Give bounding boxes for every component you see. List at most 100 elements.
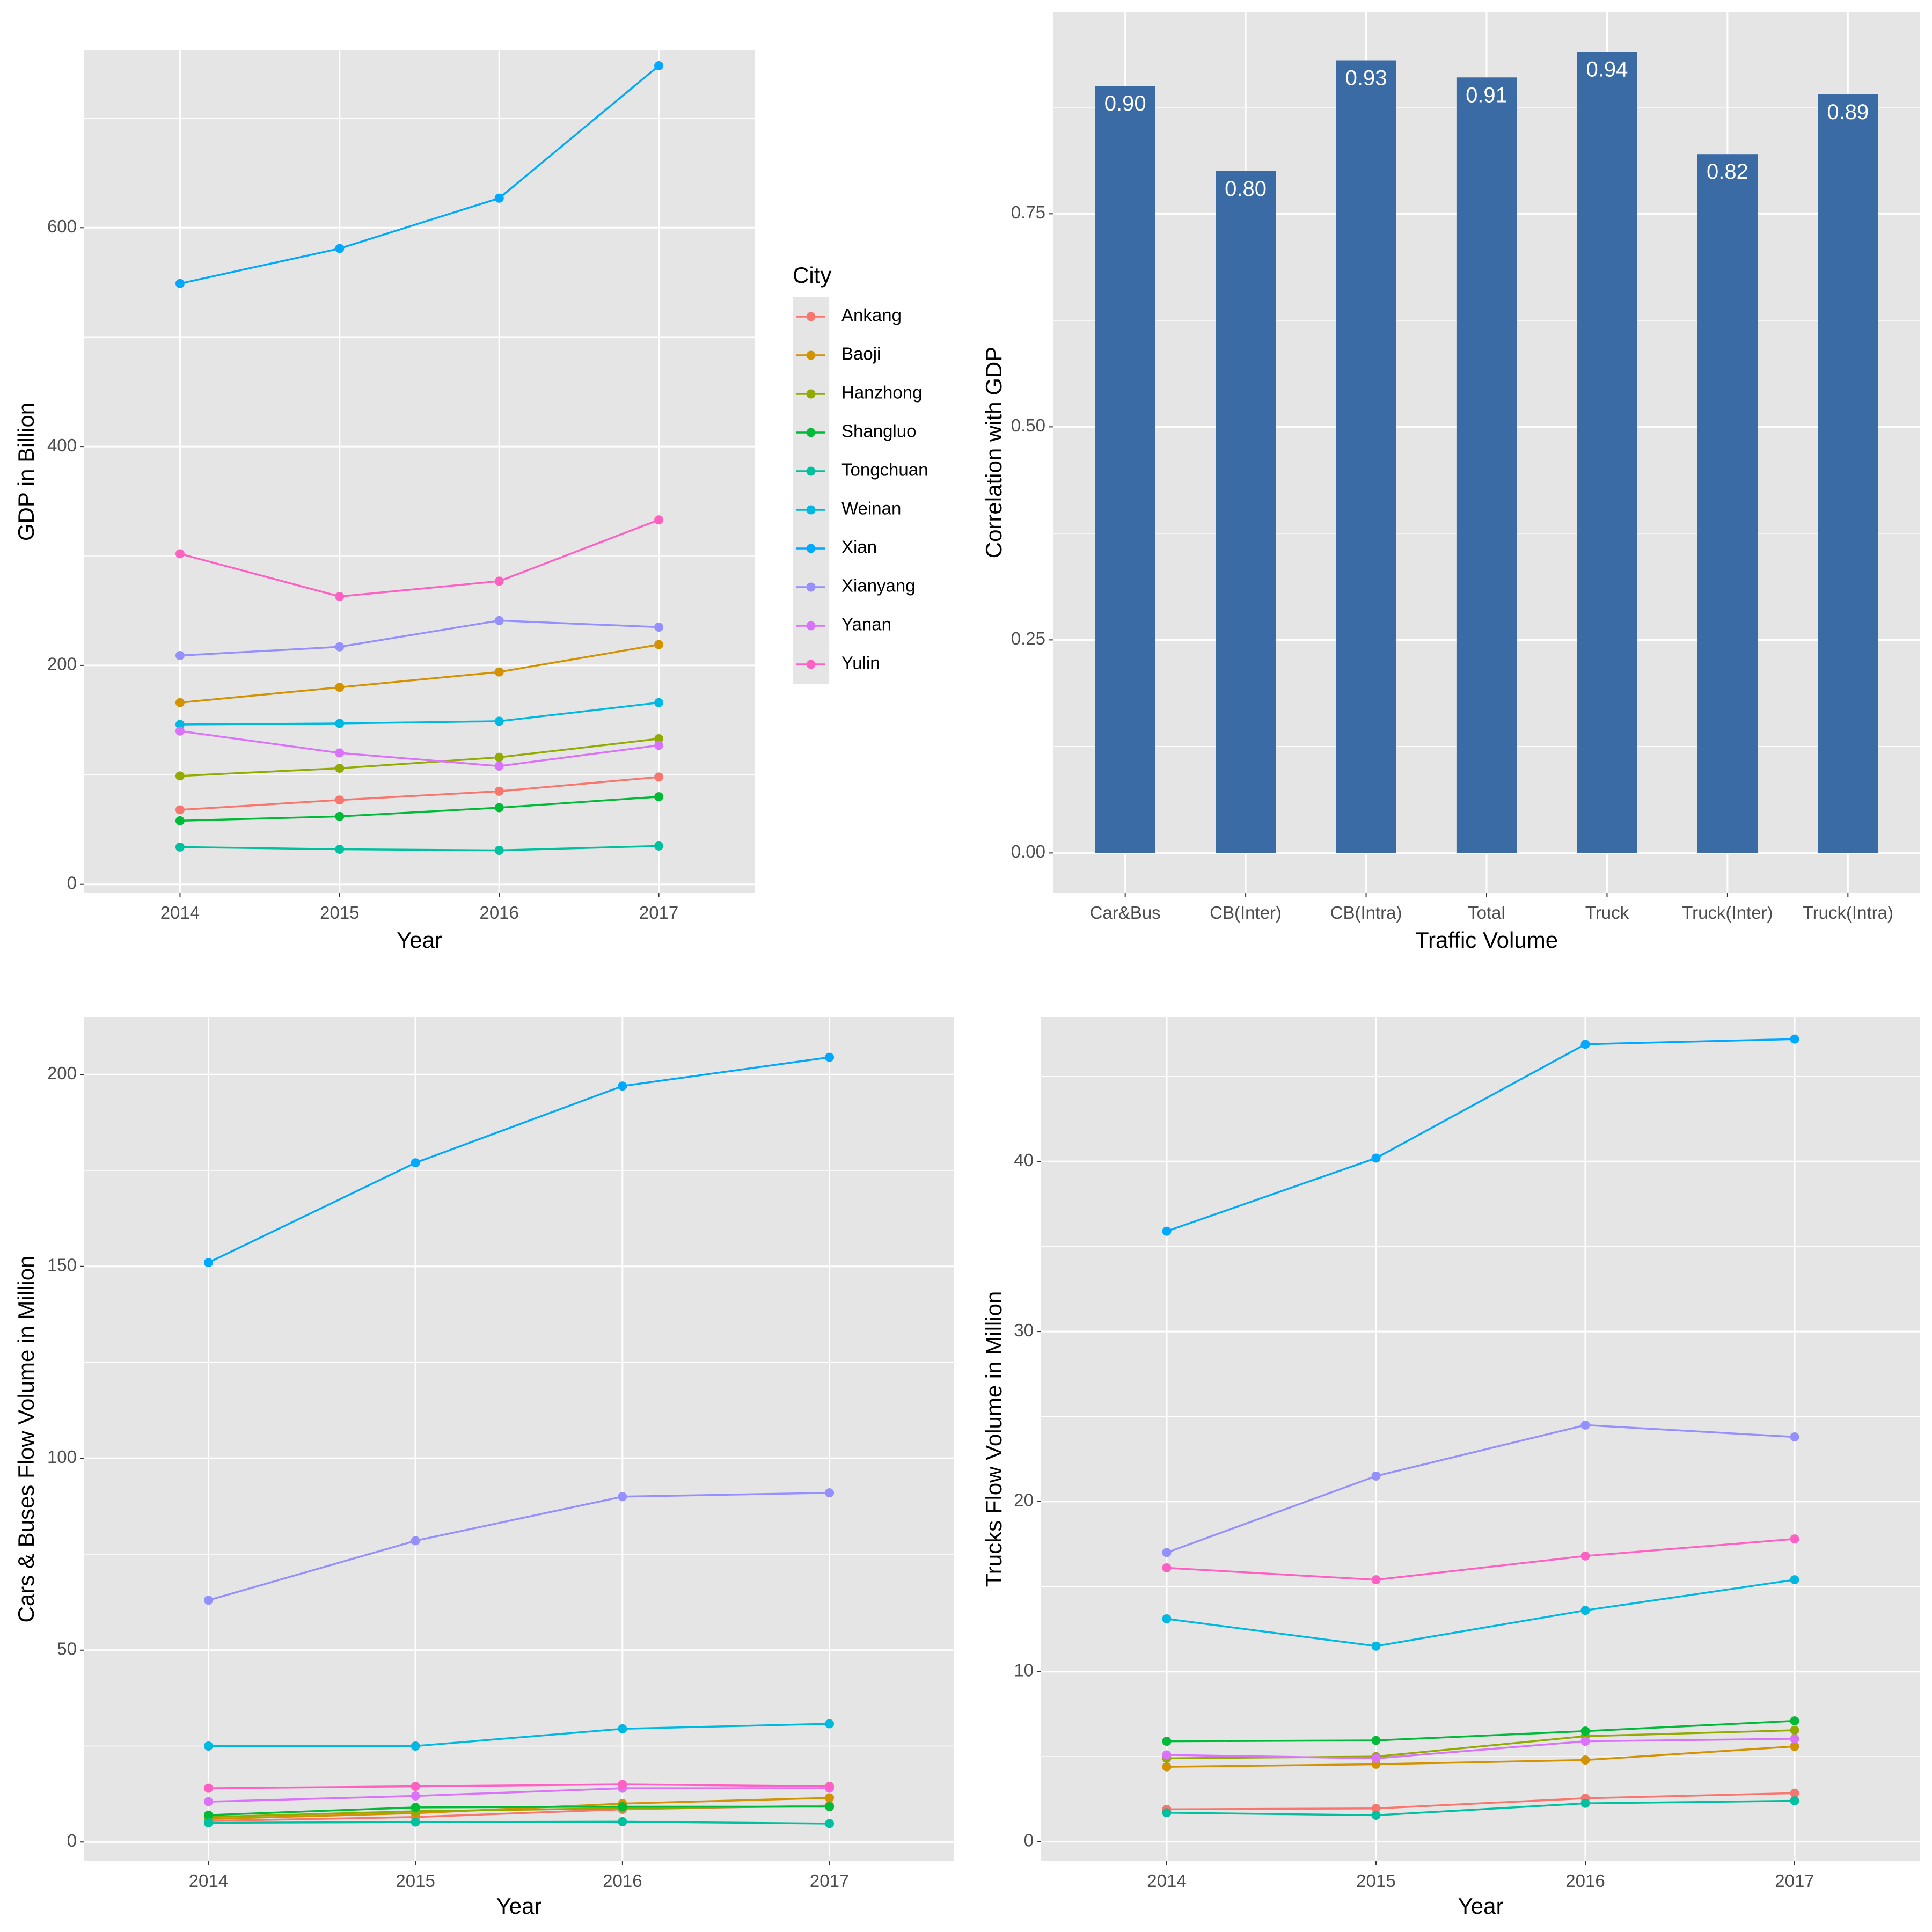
data-point-shangluo [335,811,345,821]
legend-item-xianyang: Xianyang [793,568,916,606]
data-point-ankang [1790,1788,1799,1798]
data-point-yanan [1790,1734,1799,1744]
series-line-ankang [180,776,659,811]
data-point-xian [494,193,504,203]
y-tick-label: 0.75 [1011,202,1045,222]
gdp-data-points [175,61,664,855]
data-point-hanzhong [654,734,664,744]
legend-item-baoji: Baoji [793,336,881,375]
gdp-axes: 0 200 400 600 2014 2015 2016 2017 [47,216,678,923]
x-tick-label: 2017 [810,1871,849,1891]
legend-label: Weinan [841,499,901,518]
data-point-baoji [654,640,664,649]
y-tick-label: 400 [47,435,77,455]
legend-key-point [806,466,816,476]
data-point-hanzhong [494,752,504,762]
data-point-xianyang [494,616,504,625]
data-point-xian [654,61,664,71]
data-point-xianyang [203,1596,213,1605]
data-point-baoji [1790,1741,1799,1751]
data-point-tongchuan [1371,1810,1381,1820]
data-point-tongchuan [654,841,664,851]
legend-item-xian: Xian [793,529,877,568]
data-point-xianyang [335,642,345,652]
data-point-tongchuan [1580,1798,1590,1808]
data-point-xianyang [411,1536,420,1546]
legend-label: Tongchuan [841,460,928,480]
series-line-shangluo [1166,1719,1795,1743]
data-point-yanan [1162,1750,1172,1760]
truck-series-lines [1166,1038,1795,1817]
legend-key-point [806,350,816,360]
data-point-baoji [335,683,345,692]
data-point-weinan [654,698,664,707]
bar-truck [1577,52,1637,853]
data-point-weinan [825,1719,835,1729]
bar-truck-intra- [1818,94,1878,853]
series-line-weinan [1166,1578,1795,1647]
data-point-tongchuan [494,845,504,855]
series-line-xianyang [208,1491,830,1601]
legend-key-point [806,312,816,321]
y-tick-label: 600 [47,216,77,236]
x-tick-label: 2017 [639,903,678,923]
data-point-ankang [175,805,185,815]
bar-value-label: 0.82 [1707,160,1748,184]
y-tick-label: 200 [47,1063,77,1083]
x-tick-label: 2016 [479,903,518,923]
x-tick-label: Truck(Intra) [1803,903,1893,923]
bar-value-label: 0.90 [1104,92,1146,115]
series-line-yulin [208,1783,830,1789]
data-point-ankang [1371,1804,1381,1813]
series-line-tongchuan [208,1820,830,1825]
data-point-baoji [1162,1762,1172,1772]
series-line-xian [180,65,660,285]
y-tick-label: 150 [47,1255,77,1275]
y-tick-label: 0.25 [1011,628,1045,648]
correlation-bar-chart: 0.90 0.80 0.93 0.91 0.94 0.82 0.89 0.00 0.25 0.5… [981,12,1920,953]
data-point-xian [335,244,345,253]
x-tick-label: CB(Intra) [1330,903,1402,923]
legend-item-weinan: Weinan [793,491,901,529]
data-point-hanzhong [335,764,345,773]
bar-value-label: 0.89 [1827,100,1869,124]
data-point-yulin [1790,1534,1799,1544]
legend-label: Ankang [841,305,902,325]
series-line-tongchuan [1166,1799,1795,1817]
data-point-weinan [1371,1641,1381,1651]
legend-label: Baoji [841,344,881,364]
data-point-weinan [618,1724,627,1733]
series-line-shangluo [208,1805,830,1816]
y-tick-label: 0.50 [1011,415,1045,435]
truck-plot-background [1041,1017,1920,1861]
data-point-xian [618,1081,627,1091]
gdp-x-axis-title: Year [397,927,442,953]
y-tick-label: 0 [67,1831,77,1850]
corr-x-axis-title: Traffic Volume [1415,927,1558,953]
series-line-xian [208,1056,830,1264]
gdp-series-lines [179,65,660,852]
series-line-yulin [1166,1538,1795,1581]
y-tick-label: 0 [67,873,77,892]
data-point-xian [411,1158,420,1168]
data-point-shangluo [825,1802,835,1811]
x-tick-label: 2015 [320,903,359,923]
data-point-yanan [175,726,185,736]
data-point-yulin [411,1782,420,1791]
series-line-baoji [208,1797,830,1820]
data-point-xian [825,1052,835,1062]
series-line-yanan [1166,1738,1795,1760]
data-point-shangluo [1790,1716,1799,1726]
x-tick-label: 2014 [160,903,200,923]
truck-line-chart: 0 10 20 30 40 2014 2015 2016 2017 Year Trucks Fl… [981,1017,1920,1919]
data-point-xianyang [175,651,185,661]
legend-label: Shangluo [841,421,916,441]
data-point-xianyang [1162,1548,1172,1557]
truck-data-points [1162,1034,1799,1820]
legend-item-yanan: Yanan [793,606,891,645]
legend-key-point [806,544,816,553]
corr-axes: 0.00 0.25 0.50 0.75 Car&Bus CB(Inter) CB(Intra… [1011,202,1893,923]
legend-title: City [793,262,831,288]
carbus-series-lines [208,1056,830,1825]
y-tick-label: 50 [57,1638,77,1658]
